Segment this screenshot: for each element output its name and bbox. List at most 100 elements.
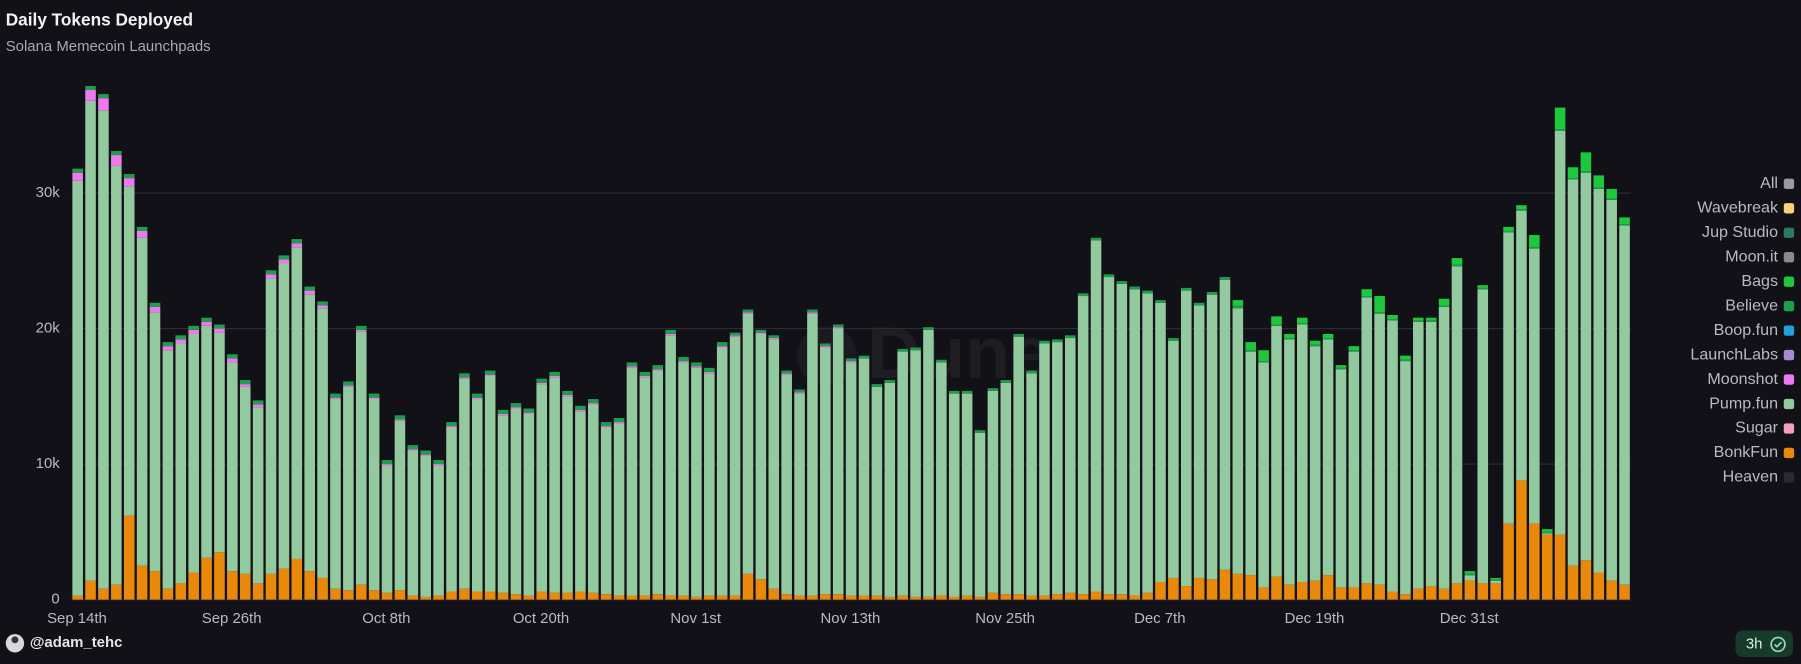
chart-title: Daily Tokens Deployed — [6, 9, 193, 29]
bar-segment — [729, 335, 741, 337]
legend-label[interactable]: Wavebreak — [1697, 199, 1779, 217]
legend-swatch[interactable] — [1783, 398, 1795, 410]
legend-label[interactable]: BonkFun — [1714, 443, 1778, 461]
bar-segment — [407, 445, 419, 450]
bar-segment — [407, 595, 419, 600]
bar-segment — [1193, 302, 1205, 306]
bar-segment — [497, 592, 509, 600]
bar-segment — [239, 380, 251, 385]
author[interactable]: @adam_tehc — [30, 634, 123, 651]
legend-swatch[interactable] — [1783, 472, 1795, 483]
bar-segment — [923, 596, 934, 600]
bar-segment — [1039, 595, 1050, 600]
bar-segment — [1155, 302, 1166, 583]
bar-segment — [484, 374, 496, 376]
bar-segment — [781, 374, 792, 595]
bar-segment — [227, 362, 238, 572]
bar-segment — [433, 460, 444, 465]
legend-swatch[interactable] — [1783, 447, 1795, 459]
bar-segment — [910, 596, 921, 600]
legend-swatch[interactable] — [1783, 203, 1795, 214]
bar-segment — [381, 592, 393, 600]
bar-segment — [1168, 340, 1179, 578]
legend-label[interactable]: Bags — [1741, 272, 1778, 290]
legend-swatch[interactable] — [1783, 325, 1795, 336]
bar-segment — [1168, 338, 1179, 341]
legend-swatch[interactable] — [1783, 349, 1795, 361]
bar-segment — [1064, 338, 1076, 593]
bar-segment — [330, 588, 341, 600]
bar-segment — [755, 329, 767, 333]
bar-segment — [227, 354, 238, 359]
bar-segment — [613, 595, 625, 600]
bar-segment — [936, 595, 947, 600]
bar-segment — [910, 350, 921, 597]
bar-segment — [691, 362, 702, 367]
bar-segment — [1451, 258, 1463, 265]
bar-segment — [1348, 351, 1360, 588]
legend-swatch[interactable] — [1783, 374, 1795, 385]
legend-label[interactable]: All — [1760, 174, 1778, 192]
bar-segment — [1039, 343, 1050, 596]
bar-segment — [742, 573, 754, 600]
bar-segment — [123, 515, 135, 600]
legend-swatch[interactable] — [1783, 178, 1795, 189]
bar-segment — [1361, 583, 1373, 600]
bar-segment — [497, 415, 509, 593]
bar-segment — [1529, 247, 1540, 249]
bar-segment — [420, 454, 431, 456]
legend-label[interactable]: Jup Studio — [1702, 223, 1778, 241]
bar-segment — [742, 309, 754, 313]
bar-segment — [1580, 172, 1592, 561]
legend-label[interactable]: LaunchLabs — [1690, 345, 1778, 363]
bar-segment — [626, 366, 638, 368]
legend-label[interactable]: Sugar — [1735, 419, 1779, 437]
bar-segment — [575, 411, 586, 592]
bar-segment — [1619, 584, 1630, 600]
bar-segment — [639, 595, 651, 600]
bar-segment — [1554, 534, 1566, 600]
bar-segment — [987, 390, 999, 593]
bar-segment — [1271, 324, 1282, 326]
bar-segment — [484, 370, 496, 375]
bar-segment — [1284, 339, 1295, 585]
bar-segment — [162, 350, 174, 589]
bar-segment — [355, 325, 367, 330]
bar-segment — [536, 384, 548, 592]
bar-segment — [1580, 560, 1592, 600]
legend-label[interactable]: Moon.it — [1725, 247, 1778, 265]
legend-label[interactable]: Moonshot — [1707, 370, 1778, 388]
legend-swatch[interactable] — [1783, 252, 1795, 263]
legend-swatch[interactable] — [1783, 300, 1795, 312]
bar-segment — [1000, 380, 1012, 383]
legend-label[interactable]: Believe — [1725, 296, 1778, 314]
bar-segment — [201, 557, 212, 600]
bar-segment — [832, 327, 844, 329]
bar-segment — [716, 346, 728, 348]
bar-segment — [317, 308, 328, 578]
bar-segment — [948, 393, 960, 597]
bar-segment — [85, 100, 96, 581]
bar-segment — [1541, 531, 1553, 534]
bar-segment — [1026, 595, 1037, 600]
bar-segment — [729, 336, 741, 596]
legend-label[interactable]: Boop.fun — [1714, 321, 1778, 339]
bar-segment — [394, 415, 406, 420]
legend-swatch[interactable] — [1783, 276, 1795, 287]
bar-segment — [252, 400, 264, 405]
bar-segment — [781, 373, 792, 375]
bar-segment — [562, 396, 573, 593]
bar-segment — [858, 358, 870, 596]
bar-segment — [459, 588, 470, 600]
bar-segment — [768, 338, 780, 340]
legend-swatch[interactable] — [1783, 227, 1795, 238]
x-tick-label: Sep 14th — [47, 610, 107, 627]
legend-swatch[interactable] — [1783, 423, 1795, 434]
bar-segment — [678, 595, 689, 600]
bar-segment — [407, 449, 419, 451]
legend-label[interactable]: Heaven — [1723, 468, 1778, 486]
bar-segment — [471, 397, 483, 400]
legend-label[interactable]: Pump.fun — [1709, 394, 1778, 412]
bar-segment — [1425, 586, 1437, 600]
